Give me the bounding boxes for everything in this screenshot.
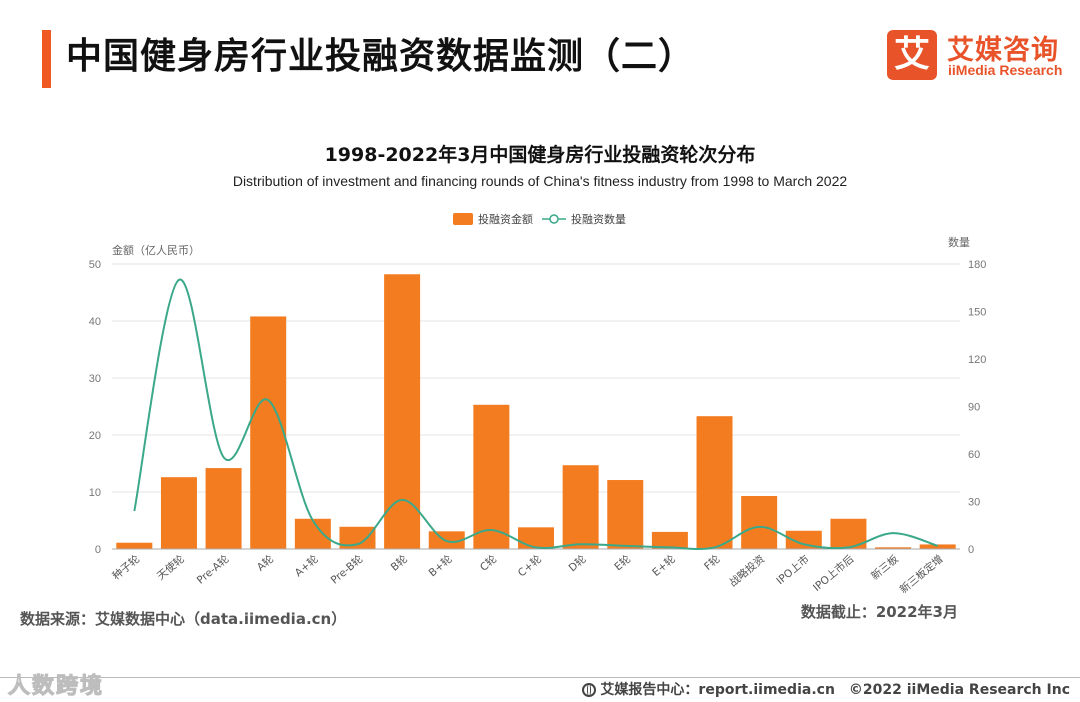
bar	[562, 465, 599, 549]
x-tick-label: F轮	[701, 552, 722, 573]
y2-tick-label: 120	[968, 354, 986, 366]
legend-swatch-bars	[453, 213, 473, 225]
logo-mark-icon: 艾	[887, 30, 937, 80]
chart-subtitle: Distribution of investment and financing…	[232, 173, 848, 189]
logo-name-en: iiMedia Research	[948, 62, 1063, 78]
x-tick-label: Pre-A轮	[194, 552, 232, 587]
globe-icon	[582, 683, 597, 697]
bar	[205, 468, 242, 549]
x-tick-label: A+轮	[292, 552, 321, 579]
x-tick-label: B轮	[388, 552, 410, 574]
y-tick-label: 40	[89, 316, 101, 328]
x-tick-label: D轮	[566, 552, 589, 574]
bar	[741, 495, 778, 549]
bar	[473, 404, 510, 549]
y-tick-label: 30	[89, 373, 101, 385]
x-tick-label: 天使轮	[154, 552, 187, 583]
bar	[651, 531, 688, 549]
legend-label-bars: 投融资金额	[478, 212, 533, 226]
y-tick-label: 50	[89, 259, 101, 271]
x-tick-label: E+轮	[650, 552, 679, 579]
y2-tick-label: 90	[968, 402, 980, 414]
footer: 艾媒报告中心：report.iimedia.cn ©2022 iiMedia Re…	[582, 679, 1070, 699]
x-tick-label: 战略投资	[727, 552, 768, 589]
y2-tick-label: 150	[968, 307, 986, 319]
bar	[607, 480, 644, 549]
y2-tick-label: 60	[968, 449, 980, 461]
bar	[116, 542, 153, 549]
x-tick-label: 新三板	[868, 552, 901, 583]
x-tick-label: C轮	[477, 552, 499, 574]
copyright: ©2022 iiMedia Research Inc	[848, 682, 1070, 698]
bar	[160, 477, 197, 549]
bar	[250, 316, 287, 549]
x-tick-label: A轮	[254, 552, 276, 574]
x-tick-label: Pre-B轮	[328, 552, 366, 587]
legend-label-line: 投融资数量	[571, 212, 626, 226]
x-tick-label: 新三板定增	[897, 552, 946, 596]
line-series	[133, 278, 938, 550]
bar	[339, 526, 376, 549]
x-tick-label: IPO上市后	[810, 552, 856, 594]
brand-logo[interactable]: 艾 艾媒咨询 iiMedia Research	[887, 28, 1067, 84]
y-axis-label: 金额（亿人民币）	[112, 243, 200, 257]
x-tick-label: B+轮	[426, 552, 455, 579]
chart-title: 1998-2022年3月中国健身房行业投融资轮次分布	[324, 144, 756, 166]
y2-tick-label: 180	[968, 259, 986, 271]
combo-chart: 0 10 20 30 40 50 0 30 60 90 120 150 180 金额（亿人民币） 数量种子轮…	[89, 212, 987, 596]
y-tick-label: 10	[89, 487, 101, 499]
x-tick-label: E轮	[612, 552, 634, 573]
bar	[518, 527, 554, 549]
data-cutoff: 数据截止：2022年3月	[800, 603, 958, 621]
y2-axis-label: 数量	[948, 236, 970, 249]
bar	[384, 274, 421, 549]
data-source: 数据来源：艾媒数据中心（data.iimedia.cn）	[20, 610, 347, 628]
y2-tick-label: 30	[968, 497, 980, 509]
y-tick-label: 0	[95, 544, 101, 556]
page-title: 中国健身房行业投融资数据监测（二）	[66, 36, 696, 77]
title-accent-bar	[42, 30, 51, 88]
bar	[696, 416, 733, 549]
y-tick-label: 20	[89, 430, 101, 442]
bar	[919, 544, 956, 549]
x-tick-label: C+轮	[515, 552, 544, 579]
watermark: 人数跨境	[7, 674, 105, 700]
bar	[875, 547, 912, 549]
logo-name-cn: 艾媒咨询	[947, 35, 1059, 66]
x-tick-label: 种子轮	[110, 552, 143, 583]
footer-divider	[0, 677, 1080, 678]
x-tick-label: IPO上市	[774, 552, 812, 587]
legend-marker-line	[549, 214, 559, 224]
report-center-link[interactable]: 艾媒报告中心：report.iimedia.cn	[600, 682, 835, 698]
bar	[785, 530, 822, 549]
y2-tick-label: 0	[968, 544, 974, 556]
bar	[294, 518, 331, 549]
